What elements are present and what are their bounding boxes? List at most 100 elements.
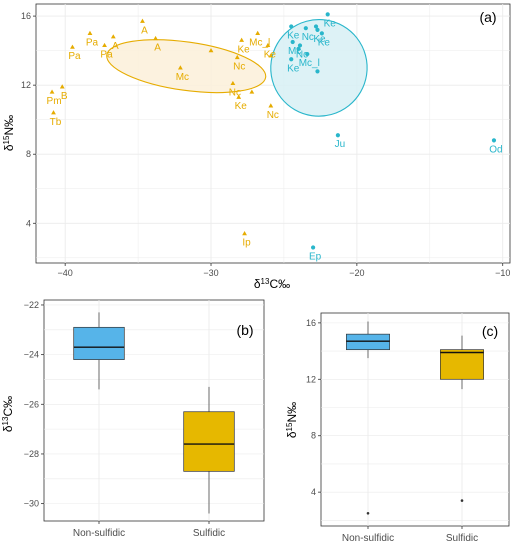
nonsulfidic-point-label: Od	[489, 144, 502, 155]
panel-a-x-tick-label: −40	[58, 268, 73, 278]
box-nonsulfidic	[73, 326, 125, 360]
sulfidic-ellipse	[106, 39, 267, 94]
sulfidic-point	[177, 65, 183, 70]
nonsulfidic-point	[303, 26, 308, 31]
nonsulfidic-point	[311, 245, 316, 250]
nonsulfidic-point-label: Mc	[288, 46, 301, 57]
box-sulfidic	[440, 349, 484, 380]
nonsulfidic-point-label: Ke	[287, 30, 300, 41]
sulfidic-point-label: Ke	[264, 49, 277, 60]
sulfidic-point-label: Pm	[47, 96, 62, 107]
panel-a-grid	[36, 4, 510, 263]
nonsulfidic-point-label: Ke	[318, 37, 331, 48]
sulfidic-point	[87, 30, 93, 35]
panel-c-x-tick-label: Sulfidic	[446, 533, 478, 544]
sulfidic-point-label: Nc	[267, 110, 279, 121]
box-outlier-point	[366, 512, 370, 515]
sulfidic-point-label: Ip	[242, 238, 251, 249]
sulfidic-point	[153, 35, 158, 41]
panel-c-x-tick-labels: Non-sulfidic Sulfidic	[342, 526, 478, 544]
panel-c-boxes	[346, 321, 484, 515]
panel-a-y-tick-label: 4	[26, 218, 31, 228]
nonsulfidic-point	[290, 39, 295, 45]
sulfidic-point-label: Pa	[100, 49, 113, 60]
sulfidic-point-label: Pa	[68, 51, 81, 62]
boxplot-panel-c: 4 8 12 16 Non-sulfidic Sulfidic (c) δ15N‰	[285, 312, 510, 544]
panel-a-points	[49, 12, 497, 250]
nonsulfidic-point	[289, 57, 294, 62]
panel-c-y-tick-label: 8	[311, 431, 316, 441]
panel-b-x-tick-label: Sulfidic	[193, 528, 225, 539]
nonsulfidic-point	[319, 31, 324, 36]
nonsulfidic-point	[315, 27, 320, 32]
nonsulfidic-point-label: Ke	[324, 18, 337, 29]
box-sulfidic	[183, 411, 235, 472]
sulfidic-point-label: A	[112, 41, 119, 52]
sulfidic-point	[70, 44, 75, 49]
nonsulfidic-point-label: Ke	[313, 34, 326, 45]
nonsulfidic-point-label: Nc	[296, 49, 308, 60]
sulfidic-point	[110, 34, 116, 39]
sulfidic-point	[59, 84, 65, 89]
sulfidic-point	[242, 231, 247, 236]
nonsulfidic-ellipse	[270, 19, 368, 117]
panel-a-x-axis-title: δ13C‰	[254, 277, 290, 292]
sulfidic-point-label: B	[61, 91, 68, 102]
nonsulfidic-point-label: Ke	[287, 63, 300, 74]
box-nonsulfidic	[346, 333, 390, 351]
panel-c-y-axis-title: δ15N‰	[285, 402, 300, 438]
nonsulfidic-point-label: Nc	[302, 32, 314, 43]
nonsulfidic-point	[335, 133, 341, 138]
nonsulfidic-point	[305, 51, 310, 57]
panel-b-x-tick-label: Non-sulfidic	[73, 528, 125, 539]
box-outlier-point	[460, 499, 464, 502]
nonsulfidic-point-label: Ep	[309, 251, 322, 262]
panel-b-y-tick-label: −30	[24, 499, 39, 509]
nonsulfidic-point	[325, 12, 330, 17]
sulfidic-point-label: Nc	[233, 62, 245, 73]
boxplot-panel-b: −30 −28 −26 −24 −22 Non-sulfidic Sulfidic (b)…	[1, 299, 265, 539]
sulfidic-point-label: Nc	[229, 87, 241, 98]
sulfidic-point	[268, 53, 274, 58]
sulfidic-point-label: A	[154, 43, 161, 54]
sulfidic-point	[265, 42, 271, 48]
panel-a-y-tick-labels: 4 8 12 16	[21, 11, 36, 228]
panel-a-label: (a)	[479, 9, 496, 25]
sulfidic-point-label: Pa	[86, 37, 99, 48]
nonsulfidic-point	[491, 138, 497, 143]
sulfidic-point	[140, 18, 145, 23]
panel-a-x-tick-labels: −40 −30 −20 −10	[58, 263, 510, 278]
panel-b-y-tick-label: −22	[24, 300, 39, 310]
sulfidic-point	[249, 89, 255, 94]
sulfidic-point-label: Ke	[235, 101, 248, 112]
panel-b-boxes	[73, 312, 235, 514]
nonsulfidic-point	[296, 46, 301, 51]
panel-c-x-tick-label: Non-sulfidic	[342, 533, 394, 544]
nonsulfidic-point	[297, 43, 303, 48]
sulfidic-point-label: Mc	[176, 72, 189, 83]
sulfidic-point	[51, 110, 56, 115]
sulfidic-point	[255, 30, 261, 35]
panel-b-label: (b)	[236, 322, 253, 338]
panel-a-y-axis-title: δ15N‰	[2, 115, 17, 151]
sulfidic-point-label: Ke	[238, 44, 251, 55]
panel-c-y-tick-labels: 4 8 12 16	[306, 318, 321, 497]
sulfidic-point	[230, 80, 236, 86]
sulfidic-point-label: Tb	[50, 117, 62, 128]
panel-a-y-tick-label: 12	[21, 80, 31, 90]
panel-b-y-axis-title: δ13C‰	[1, 396, 16, 432]
sulfidic-point-label: A	[141, 25, 148, 36]
panel-b-y-tick-labels: −30 −28 −26 −24 −22	[24, 300, 44, 509]
nonsulfidic-point	[289, 24, 294, 29]
sulfidic-point	[234, 54, 240, 60]
sulfidic-point	[268, 103, 274, 108]
nonsulfidic-point-label: Ju	[335, 139, 346, 150]
panel-b-y-tick-label: −24	[24, 350, 39, 360]
panel-c-y-tick-label: 4	[311, 487, 316, 497]
sulfidic-point	[236, 94, 242, 99]
panel-b-y-tick-label: −28	[24, 449, 39, 459]
panel-a-x-tick-label: −30	[203, 268, 218, 278]
panel-a-x-tick-label: −20	[349, 268, 364, 278]
